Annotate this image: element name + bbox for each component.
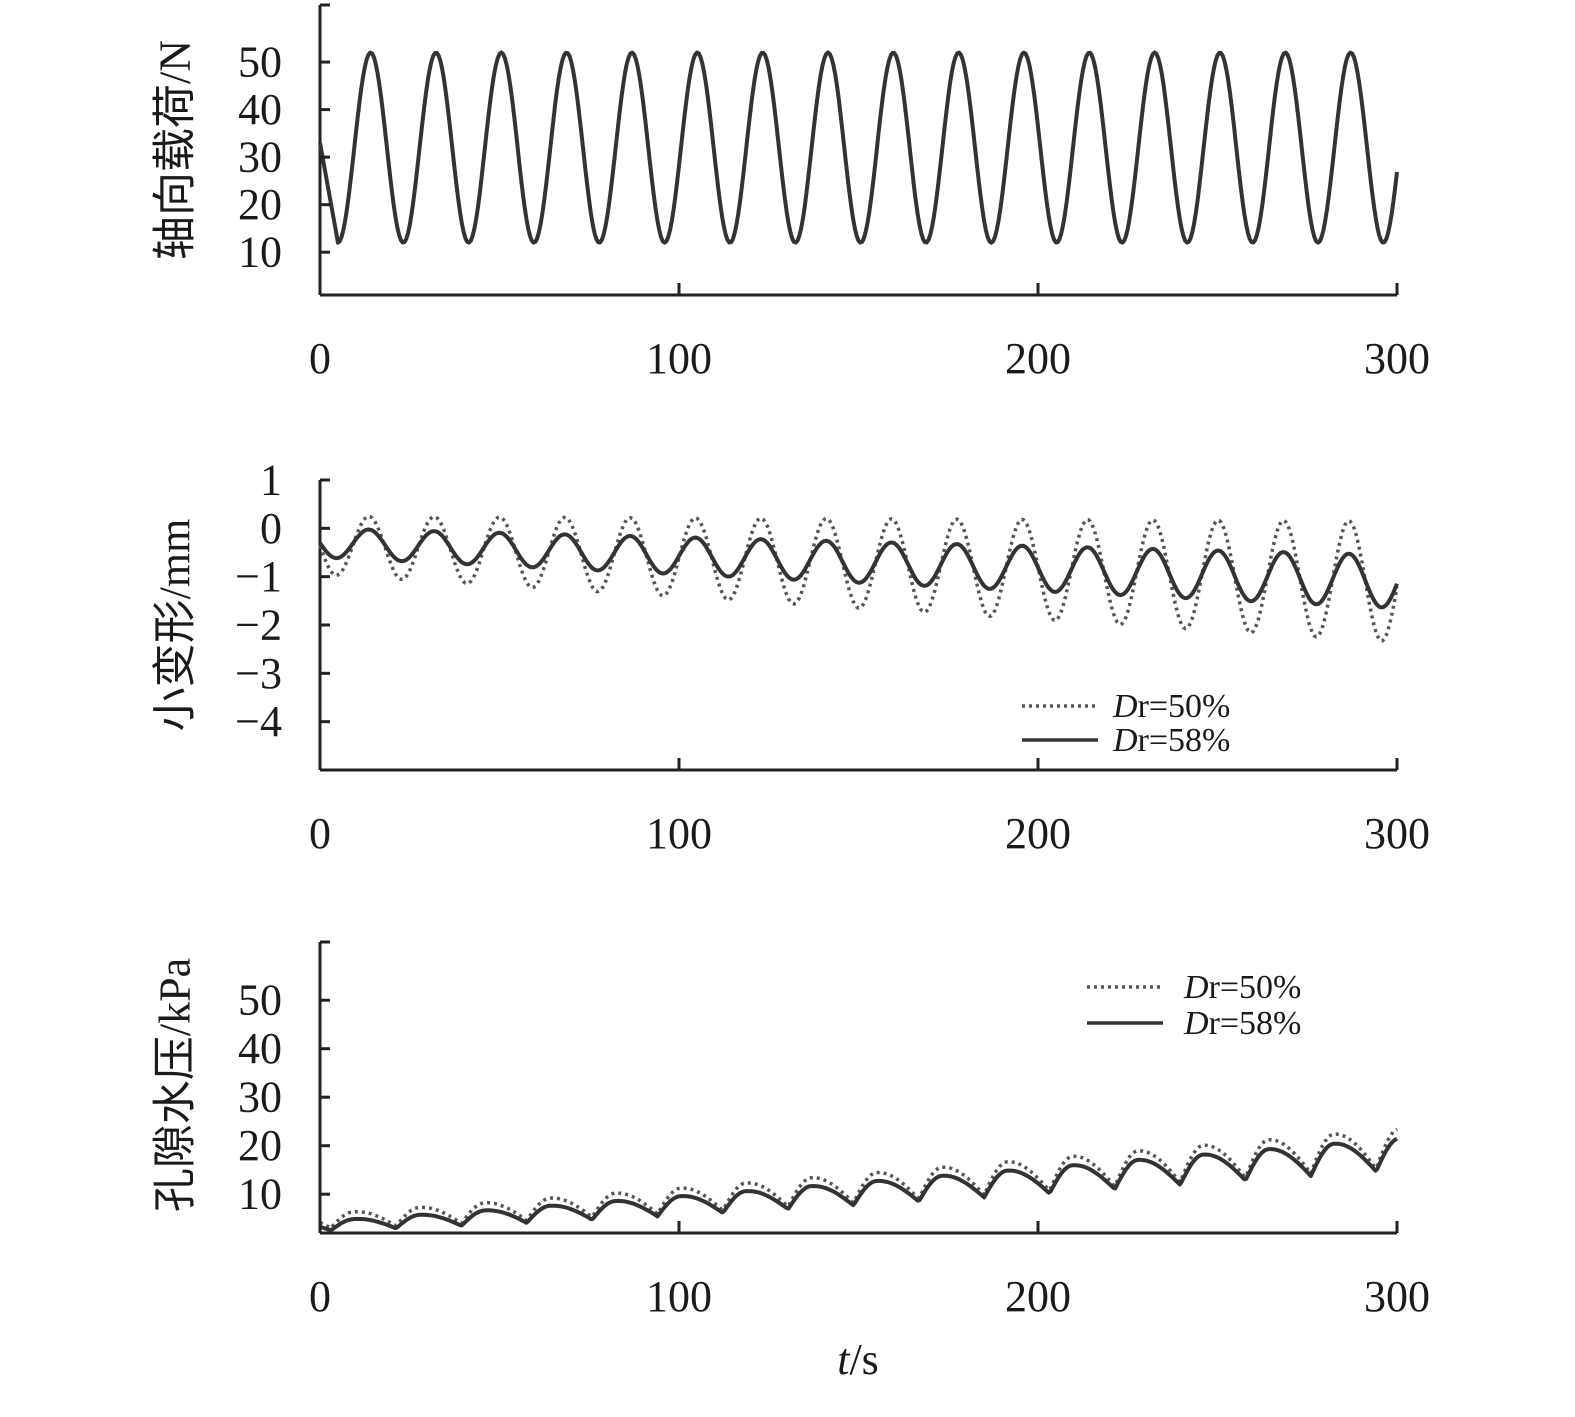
- axial-load-y-tick-label: 40: [238, 85, 282, 134]
- pore-pressure-x-ticks: 0 100 200 300: [309, 1221, 1430, 1321]
- pore-pressure-x-tick-label: 300: [1364, 1272, 1430, 1321]
- pore-pressure-y-tick-label: 40: [238, 1024, 282, 1073]
- axial-load-y-tick-label: 30: [238, 133, 282, 182]
- axial-load-x-tick-label: 300: [1364, 334, 1430, 383]
- axial-load-series: [318, 50, 1399, 245]
- deformation-y-tick-label: 0: [260, 504, 282, 553]
- deformation-series: [318, 514, 1399, 643]
- pore-pressure-y-tick-label: 50: [238, 976, 282, 1025]
- legend-label-dr58: Dr=58%: [1183, 1005, 1301, 1042]
- deformation-axes: [318, 478, 1397, 772]
- pore-pressure-x-tick-label: 200: [1005, 1272, 1071, 1321]
- deformation-series-dr58: [318, 527, 1399, 610]
- legend-label-dr50: Dr=50%: [1112, 688, 1230, 725]
- axial-load-x-ticks: 0 100 200 300: [309, 283, 1430, 383]
- pore-pressure-axes: [318, 940, 1397, 1235]
- pore-pressure-y-tick-label: 20: [238, 1121, 282, 1170]
- deformation-series-dr50: [318, 514, 1399, 643]
- deformation-x-tick-label: 0: [309, 809, 331, 858]
- deformation-x-tick-label: 200: [1005, 809, 1071, 858]
- deformation-y-ticks: 10−1−2−3−4: [235, 456, 330, 746]
- x-axis-title: t/s: [837, 1335, 879, 1384]
- pore-pressure-legend: Dr=50% Dr=58%: [1087, 969, 1301, 1042]
- deformation-y-axis-title: 小变形/mm: [151, 519, 200, 732]
- deformation-y-tick-label: −1: [235, 552, 282, 601]
- axial-load-x-tick-label: 100: [646, 334, 712, 383]
- pore-pressure-y-axis-title: 孔隙水压/kPa: [151, 958, 200, 1212]
- deformation-x-tick-label: 300: [1364, 809, 1430, 858]
- axial-load-x-tick-label: 0: [309, 334, 331, 383]
- deformation-y-tick-label: −4: [235, 697, 282, 746]
- deformation-x-ticks: 0 100 200 300: [309, 758, 1430, 858]
- legend-label-dr50: Dr=50%: [1183, 969, 1301, 1006]
- deformation-x-tick-label: 100: [646, 809, 712, 858]
- pore-pressure-y-tick-label: 30: [238, 1073, 282, 1122]
- axial-load-series-line: [318, 50, 1399, 245]
- deformation-y-tick-label: 1: [260, 456, 282, 505]
- deformation-panel: 10−1−2−3−4 0 100 200 300 小变形/mm Dr=50% Dr=5…: [151, 456, 1431, 859]
- legend-label-dr58: Dr=58%: [1112, 722, 1230, 759]
- axial-load-y-tick-label: 20: [238, 180, 282, 229]
- pore-pressure-series-dr58: [319, 1136, 1398, 1233]
- axial-load-x-tick-label: 200: [1005, 334, 1071, 383]
- pore-pressure-series: [319, 1127, 1398, 1233]
- deformation-y-tick-label: −3: [235, 649, 282, 698]
- pore-pressure-y-tick-label: 10: [238, 1170, 282, 1219]
- pore-pressure-x-tick-label: 0: [309, 1272, 331, 1321]
- axial-load-y-tick-label: 50: [238, 38, 282, 87]
- pore-pressure-x-tick-label: 100: [646, 1272, 712, 1321]
- axial-load-y-axis-title: 轴向载荷/N: [151, 40, 200, 260]
- pore-pressure-series-dr50: [319, 1127, 1398, 1230]
- axial-load-y-tick-label: 10: [238, 228, 282, 277]
- deformation-legend: Dr=50% Dr=58%: [1022, 688, 1230, 759]
- deformation-y-tick-label: −2: [235, 601, 282, 650]
